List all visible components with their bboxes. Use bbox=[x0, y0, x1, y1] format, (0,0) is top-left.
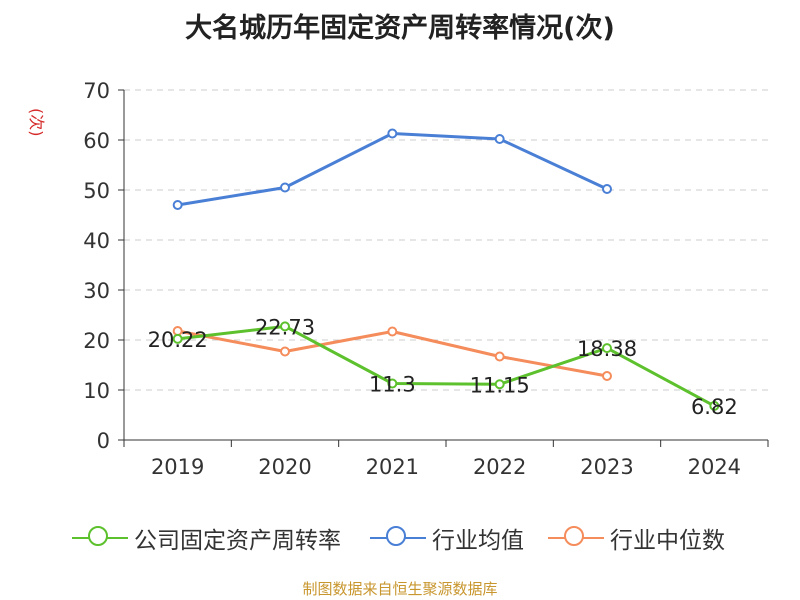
data-point-marker bbox=[172, 200, 183, 210]
legend-item-industry-median[interactable]: 行业中位数 bbox=[548, 520, 725, 556]
data-point-marker bbox=[280, 321, 290, 332]
data-label: 20.22 bbox=[148, 328, 208, 352]
y-tick-label: 60 bbox=[83, 129, 110, 153]
x-tick-label: 2019 bbox=[151, 455, 204, 479]
data-label: 6.82 bbox=[691, 395, 738, 419]
y-tick-label: 10 bbox=[83, 379, 110, 403]
data-point-marker bbox=[387, 128, 398, 139]
legend-item-company[interactable]: 公司固定资产周转率 bbox=[72, 520, 341, 556]
data-label: 11.3 bbox=[369, 373, 416, 397]
data-point-marker bbox=[494, 134, 505, 144]
data-source-note: 制图数据来自恒生聚源数据库 bbox=[302, 580, 498, 598]
legend-marker-icon bbox=[548, 520, 604, 556]
data-point-marker bbox=[172, 333, 183, 344]
legend-item-industry-average[interactable]: 行业均值 bbox=[370, 520, 524, 556]
series-industry-average-line bbox=[177, 132, 608, 207]
data-point-marker bbox=[387, 378, 398, 389]
legend-label: 行业均值 bbox=[432, 528, 524, 554]
data-point-marker bbox=[602, 343, 612, 354]
data-point-marker bbox=[280, 182, 290, 193]
y-tick-label: 40 bbox=[83, 229, 110, 253]
chart-title: 大名城历年固定资产周转率情况(次) bbox=[185, 13, 615, 44]
legend-marker-icon bbox=[72, 520, 128, 556]
data-point-marker bbox=[709, 400, 720, 411]
legend-label: 行业中位数 bbox=[610, 528, 725, 554]
data-label: 22.73 bbox=[255, 315, 315, 339]
x-tick-label: 2020 bbox=[258, 455, 311, 479]
data-point-marker bbox=[602, 371, 612, 381]
data-point-marker bbox=[280, 346, 290, 357]
series-company-line bbox=[177, 324, 716, 408]
y-tick-label: 50 bbox=[83, 179, 110, 203]
data-label: 18.38 bbox=[577, 337, 637, 361]
data-point-marker bbox=[494, 351, 505, 362]
y-tick-label: 20 bbox=[83, 329, 110, 353]
x-tick-label: 2022 bbox=[473, 455, 526, 479]
y-tick-label: 70 bbox=[83, 79, 110, 103]
data-label: 11.15 bbox=[470, 373, 530, 397]
y-tick-label: 30 bbox=[83, 279, 110, 303]
chart-legend: 公司固定资产周转率 行业均值 行业中位数 bbox=[0, 520, 800, 556]
data-point-marker bbox=[387, 326, 398, 337]
x-tick-label: 2024 bbox=[688, 455, 741, 479]
y-tick-label: 0 bbox=[97, 429, 110, 453]
x-tick-label: 2021 bbox=[366, 455, 419, 479]
legend-label: 公司固定资产周转率 bbox=[134, 528, 341, 554]
legend-marker-icon bbox=[370, 520, 426, 556]
x-tick-label: 2023 bbox=[580, 455, 633, 479]
data-point-marker bbox=[494, 379, 505, 390]
data-point-marker bbox=[602, 184, 612, 194]
